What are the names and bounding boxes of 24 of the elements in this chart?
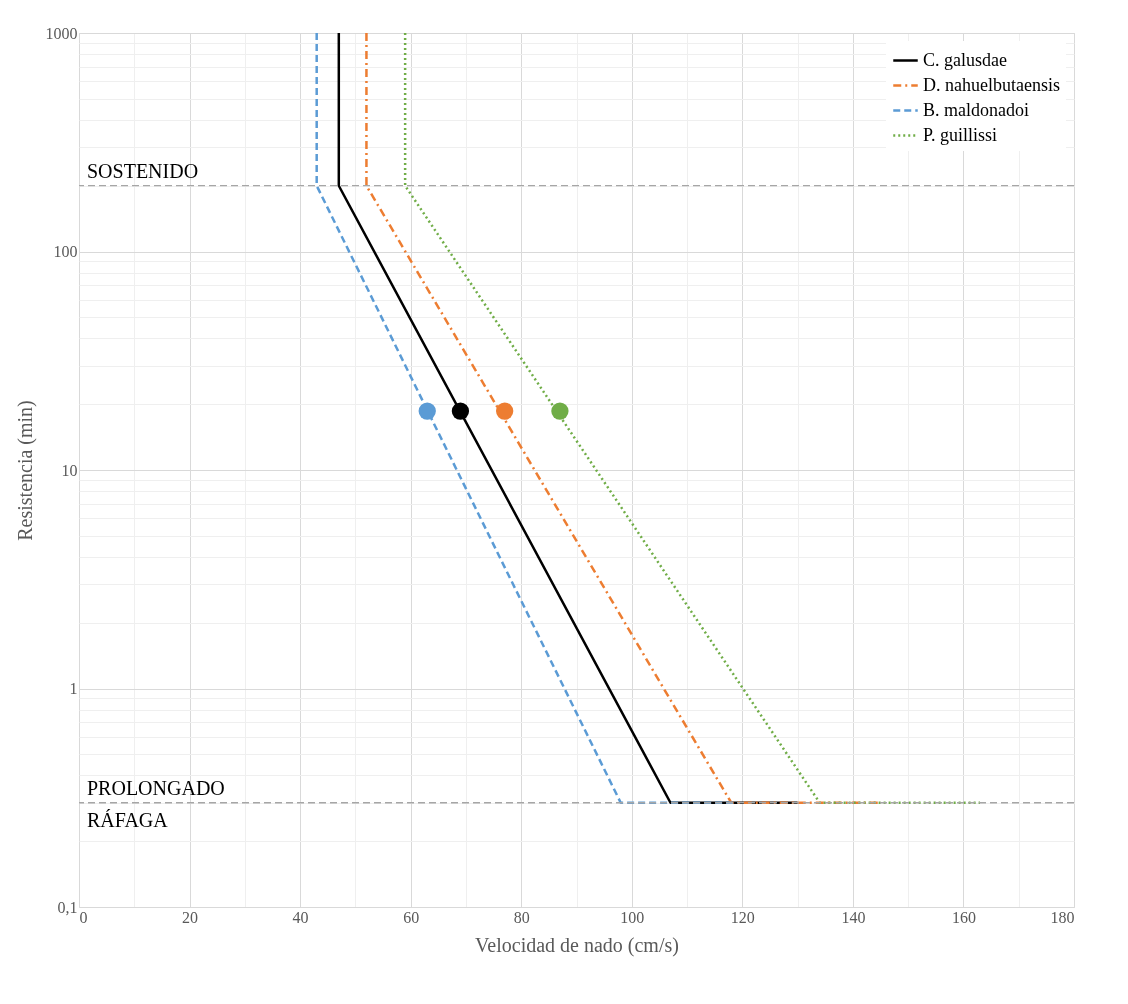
x-tick-label: 40 <box>292 908 309 926</box>
y-axis-title: Resistencia (min) <box>13 400 37 541</box>
y-tick-label: 10 <box>61 461 78 479</box>
y-tick-label: 100 <box>53 243 78 260</box>
x-tick-label: 120 <box>730 908 755 926</box>
y-tick-label: 0,1 <box>57 898 78 916</box>
y-tick-label: 1 <box>69 680 78 697</box>
legend-label: B. maldonadoi <box>923 99 1029 120</box>
y-tick-label: 1000 <box>45 24 78 42</box>
x-tick-label: 20 <box>182 908 199 926</box>
legend-label: P. guillissi <box>923 124 998 145</box>
annotation: RÁFAGA <box>87 808 169 831</box>
x-tick-label: 160 <box>951 908 976 926</box>
x-tick-label: 140 <box>841 908 866 926</box>
ref-line-label: SOSTENIDO <box>87 159 199 182</box>
x-tick-label: 180 <box>1050 908 1075 926</box>
x-tick-label: 0 <box>79 908 88 926</box>
x-tick-label: 80 <box>513 908 530 926</box>
legend-label: D. nahuelbutaensis <box>923 74 1060 95</box>
ref-line-label: PROLONGADO <box>87 776 225 799</box>
x-tick-label: 100 <box>620 908 645 926</box>
x-tick-label: 60 <box>403 908 420 926</box>
x-axis-title: Velocidad de nado (cm/s) <box>475 933 679 957</box>
legend-label: C. galusdae <box>923 49 1007 70</box>
